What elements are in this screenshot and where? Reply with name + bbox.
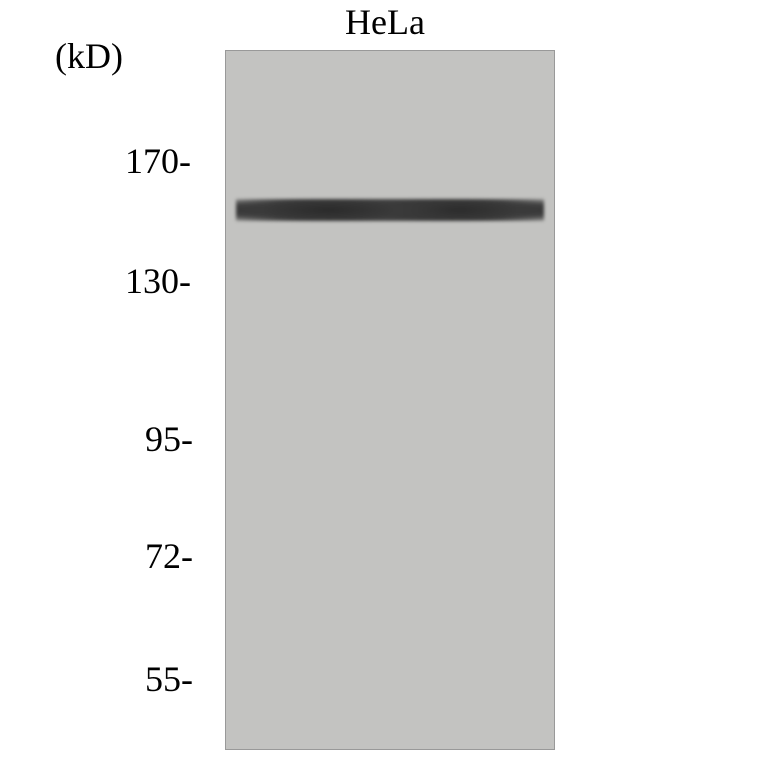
marker-72: 72- [145,535,193,577]
gel-lane [225,50,555,750]
marker-130: 130- [125,260,191,302]
blot-figure: (kD) HeLa 170- 130- 95- 72- 55- [0,0,764,764]
marker-value: 72 [145,536,181,576]
marker-value: 95 [145,419,181,459]
sample-label: HeLa [345,1,425,43]
marker-tick: - [181,658,193,700]
marker-tick: - [181,535,193,577]
marker-tick: - [179,140,191,182]
unit-label: (kD) [55,35,123,77]
marker-95: 95- [145,418,193,460]
marker-55: 55- [145,658,193,700]
marker-value: 170 [125,141,179,181]
marker-170: 170- [125,140,191,182]
marker-tick: - [179,260,191,302]
marker-value: 130 [125,261,179,301]
protein-band [236,199,544,221]
marker-tick: - [181,418,193,460]
marker-value: 55 [145,659,181,699]
